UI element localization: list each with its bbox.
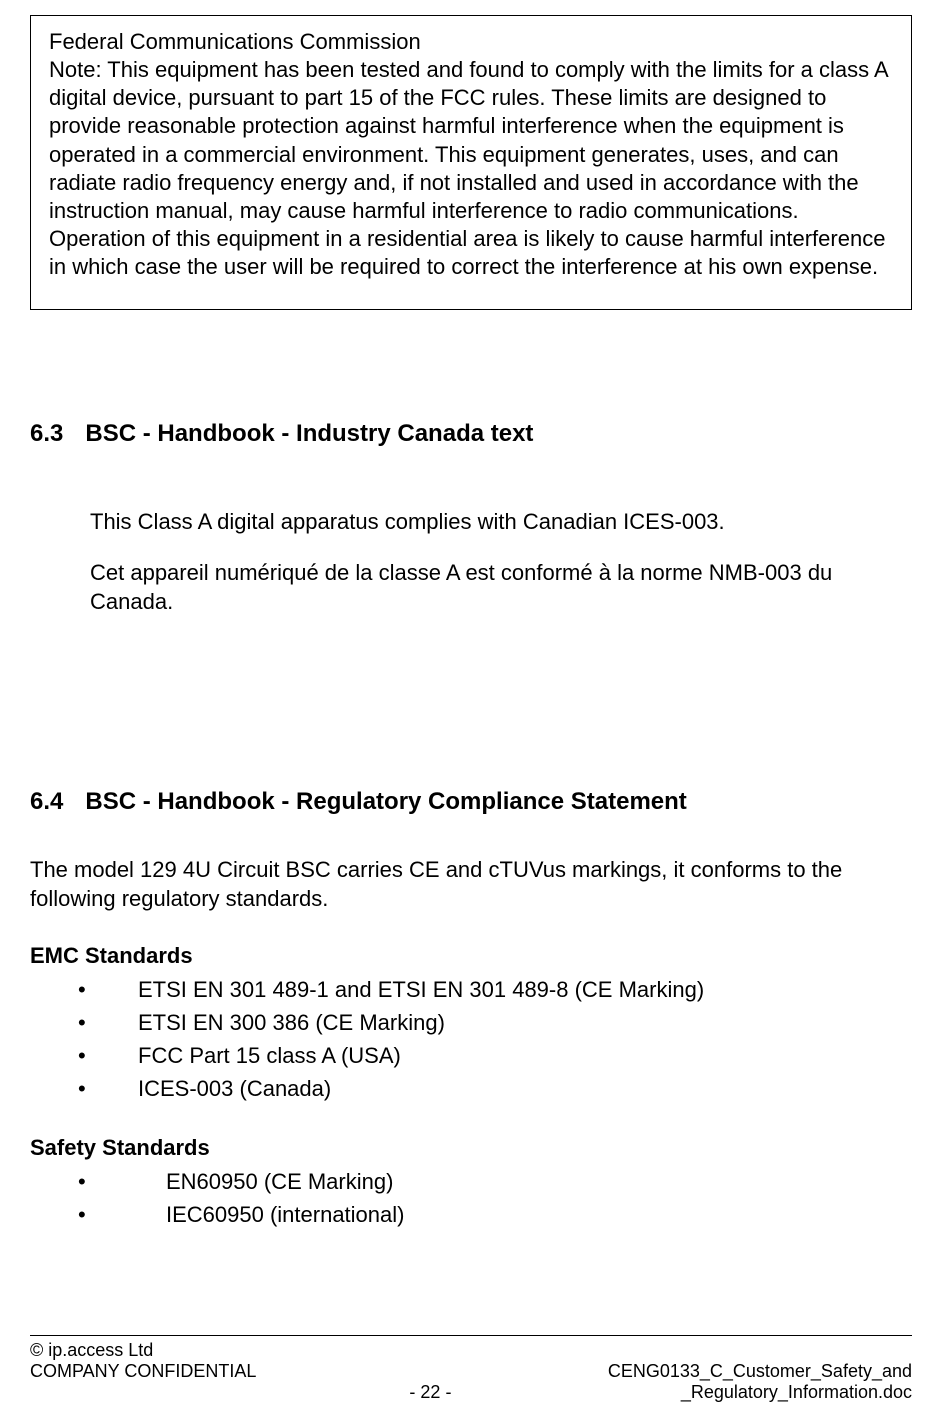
section-6-3-para2: Cet appareil numériqué de la classe A es… [90, 559, 882, 616]
list-item: IEC60950 (international) [78, 1198, 912, 1231]
safety-standards-list: EN60950 (CE Marking) IEC60950 (internati… [78, 1165, 912, 1231]
safety-standards-heading: Safety Standards [30, 1135, 912, 1161]
list-item: FCC Part 15 class A (USA) [78, 1039, 912, 1072]
section-6-3-title: BSC - Handbook - Industry Canada text [85, 420, 533, 447]
list-item: ICES-003 (Canada) [78, 1072, 912, 1105]
page-footer: © ip.access Ltd COMPANY CONFIDENTIAL CEN… [30, 1335, 912, 1403]
list-item: ETSI EN 301 489-1 and ETSI EN 301 489-8 … [78, 973, 912, 1006]
fcc-note-text: Note: This equipment has been tested and… [49, 56, 893, 281]
section-6-3-para1: This Class A digital apparatus complies … [90, 508, 882, 537]
footer-copyright: © ip.access Ltd [30, 1340, 912, 1361]
section-6-4-title: BSC - Handbook - Regulatory Compliance S… [85, 788, 686, 815]
footer-page-number: - 22 - [30, 1382, 681, 1403]
fcc-title: Federal Communications Commission [49, 28, 893, 56]
footer-confidential: COMPANY CONFIDENTIAL [30, 1361, 256, 1382]
footer-doc-line2: _Regulatory_Information.doc [681, 1382, 912, 1403]
section-6-3-number: 6.3 [30, 420, 63, 448]
emc-standards-list: ETSI EN 301 489-1 and ETSI EN 301 489-8 … [78, 973, 912, 1105]
section-6-4-heading: 6.4 BSC - Handbook - Regulatory Complianc… [30, 788, 912, 816]
list-item: EN60950 (CE Marking) [78, 1165, 912, 1198]
footer-doc-line1: CENG0133_C_Customer_Safety_and [608, 1361, 912, 1382]
fcc-notice-box: Federal Communications Commission Note: … [30, 15, 912, 310]
section-6-3-heading: 6.3 BSC - Handbook - Industry Canada text [30, 420, 912, 448]
section-6-4-intro: The model 129 4U Circuit BSC carries CE … [30, 856, 912, 913]
list-item: ETSI EN 300 386 (CE Marking) [78, 1006, 912, 1039]
emc-standards-heading: EMC Standards [30, 943, 912, 969]
section-6-4-number: 6.4 [30, 788, 63, 816]
